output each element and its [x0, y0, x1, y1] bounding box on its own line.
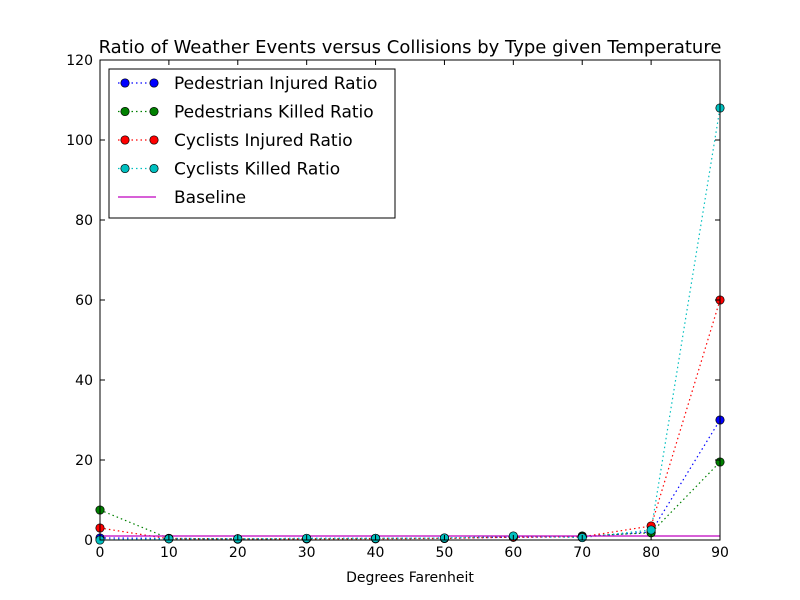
y-tick-label-6: 120 — [66, 53, 93, 69]
y-tick-label-5: 100 — [66, 133, 93, 149]
x-tick-label-7: 70 — [573, 545, 591, 561]
data-point-s3-8 — [646, 525, 656, 535]
legend-marker-b-3 — [149, 163, 159, 174]
y-tick-label-3: 60 — [75, 293, 93, 309]
chart-title: Ratio of Weather Events versus Collision… — [99, 37, 722, 58]
legend-marker-b-1 — [149, 106, 159, 117]
legend-label-2: Cyclists Injured Ratio — [174, 131, 353, 151]
y-tick-label-2: 40 — [75, 373, 93, 389]
x-tick-label-6: 60 — [504, 545, 522, 561]
legend-label-4: Baseline — [174, 188, 246, 208]
axis-ticks: 0 10 20 30 40 50 60 70 80 90 0 20 40 60 80 100 120 — [66, 53, 729, 561]
legend: Pedestrian Injured Ratio Pedestrians Kill… — [108, 68, 396, 219]
x-tick-label-1: 10 — [160, 545, 178, 561]
x-axis-label: Degrees Farenheit — [346, 570, 474, 586]
x-tick-label-5: 50 — [436, 545, 454, 561]
legend-marker-a-1 — [120, 106, 130, 117]
y-tick-label-4: 80 — [75, 213, 93, 229]
legend-marker-b-2 — [149, 135, 159, 145]
legend-label-1: Pedestrians Killed Ratio — [174, 103, 374, 123]
legend-marker-a-0 — [120, 78, 130, 88]
series-line-2 — [99, 299, 721, 540]
y-tick-label-1: 20 — [75, 453, 93, 469]
legend-marker-a-2 — [120, 135, 130, 145]
legend-label-3: Cyclists Killed Ratio — [174, 160, 340, 180]
x-tick-label-8: 80 — [642, 545, 660, 561]
y-tick-label-0: 0 — [84, 533, 93, 549]
x-tick-label-2: 20 — [229, 545, 247, 561]
legend-marker-a-3 — [120, 163, 130, 174]
legend-marker-b-0 — [149, 78, 159, 88]
legend-label-0: Pedestrian Injured Ratio — [174, 74, 377, 94]
x-tick-label-3: 30 — [298, 545, 316, 561]
x-tick-label-4: 40 — [367, 545, 385, 561]
x-tick-label-9: 90 — [711, 545, 729, 561]
x-tick-label-0: 0 — [96, 545, 105, 561]
